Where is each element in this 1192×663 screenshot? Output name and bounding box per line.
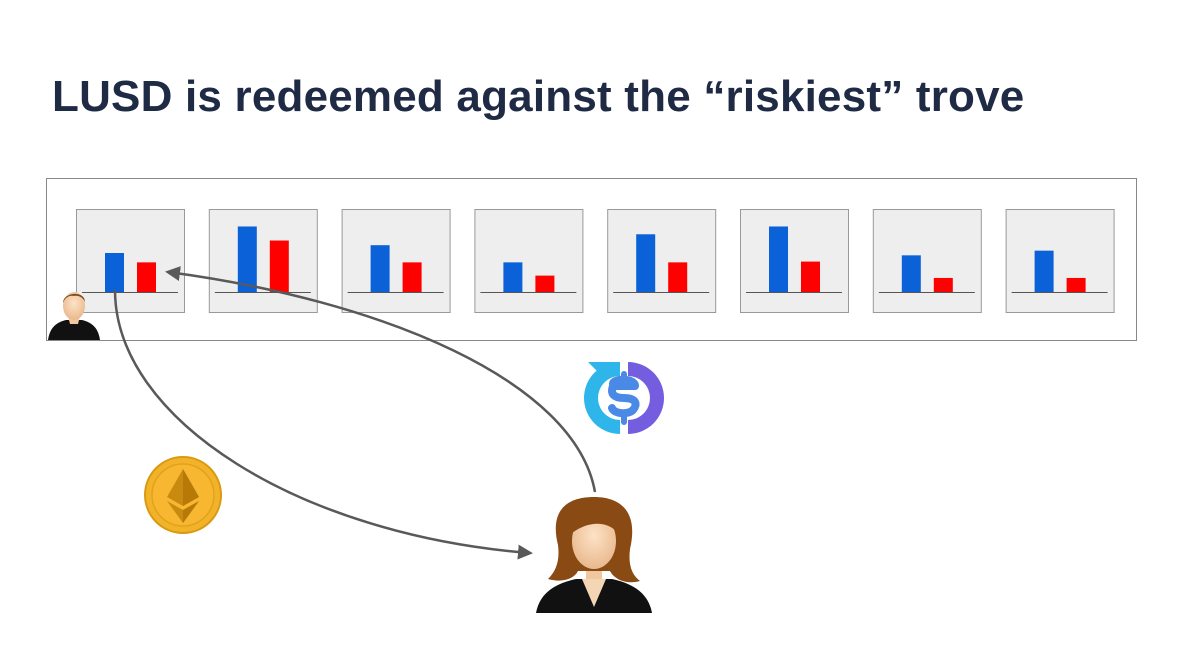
trove-box-7: [872, 209, 982, 313]
trove-debt-bar-7: [933, 277, 953, 292]
trove-debt-bar-6: [801, 261, 820, 292]
trove-collateral-bar-8: [1034, 250, 1054, 292]
trove-debt-bar-5: [668, 262, 688, 292]
trove-collateral-bar-2: [237, 226, 257, 292]
troves-row: [76, 209, 1115, 313]
eth-payout-arrow: [113, 289, 533, 560]
trove-collateral-bar-6: [769, 226, 788, 292]
trove-collateral-bar-7: [901, 255, 921, 292]
trove-debt-bar-4: [535, 275, 555, 292]
lusd-redeem-arrow: [165, 266, 597, 493]
person-male-icon: [48, 292, 100, 340]
trove-collateral-bar-4: [503, 262, 523, 292]
trove-debt-bar-2: [269, 240, 289, 292]
trove-box-8: [1005, 209, 1115, 313]
trove-debt-bar-3: [402, 262, 422, 292]
trove-box-6: [740, 209, 849, 313]
ether-coin-icon: [144, 456, 222, 534]
trove-box-2: [208, 209, 318, 313]
trove-collateral-bar-3: [370, 245, 390, 292]
trove-debt-bar-8: [1066, 277, 1086, 292]
slide-title: LUSD is redeemed against the “riskiest” …: [52, 72, 1025, 121]
lusd-logo-icon: [584, 362, 664, 434]
trove-box-5: [607, 209, 717, 313]
trove-box-1: [76, 209, 185, 313]
trove-collateral-bar-5: [636, 234, 656, 292]
trove-box-3: [341, 209, 451, 313]
trove-collateral-bar-1: [105, 253, 124, 292]
trove-debt-bar-1: [137, 262, 156, 292]
trove-box-4: [474, 209, 584, 313]
person-female-icon: [536, 497, 652, 613]
